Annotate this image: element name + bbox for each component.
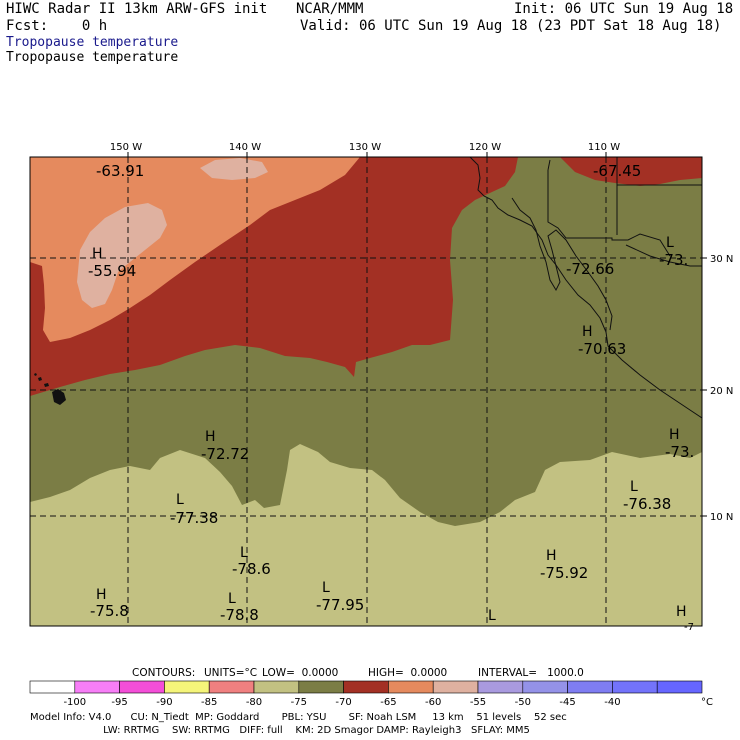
axis-labels: 150 W 140 W 130 W 120 W 110 W 30 N 20 N … — [110, 142, 733, 523]
extremum-value: -72.66 — [566, 260, 614, 278]
extremum-value: -70.63 — [578, 340, 626, 358]
extremum-type: L — [240, 545, 248, 561]
extremum-type: H — [96, 587, 107, 603]
colorbar-swatch — [119, 680, 165, 694]
region-pink — [77, 203, 167, 308]
extremum-value: -75.92 — [540, 564, 588, 582]
graticule — [30, 157, 702, 626]
interval-label: INTERVAL= 1000.0 — [478, 667, 584, 679]
colorbar-unit: °C — [701, 697, 713, 708]
extremum-value: -55.94 — [88, 262, 136, 280]
extremum-type: H — [205, 429, 216, 445]
units-label: UNITS=°C — [204, 667, 258, 679]
map-frame — [29, 156, 703, 627]
model-info-line1: Model Info: V4.0 CU: N_Tiedt MP: Goddard… — [30, 712, 567, 723]
extremum-value: -7 — [684, 622, 694, 633]
extremum-type: L — [488, 608, 496, 624]
colorbar-swatch — [522, 680, 568, 694]
state-borders-north — [547, 157, 702, 235]
colorbar-swatch — [253, 680, 300, 694]
colorbar-tick-label: -70 — [335, 697, 351, 708]
extremum-value: -77.38 — [170, 509, 218, 527]
valid-time: Valid: 06 UTC Sun 19 Aug 18 (23 PDT Sat … — [300, 18, 722, 34]
colorbar-tick-label: -60 — [425, 697, 441, 708]
colorbar-swatch — [567, 680, 613, 694]
region-red-northeast — [560, 157, 702, 186]
region-pink-north — [200, 158, 268, 180]
colorbar-swatch — [164, 680, 210, 694]
extremum-type: L — [176, 492, 184, 508]
colorbar-tick-label: -80 — [246, 697, 262, 708]
lat-label-10n: 10 N — [710, 512, 733, 523]
extremum-type: L — [630, 479, 638, 495]
extremum-value: -77.95 — [316, 596, 364, 614]
high-label: HIGH= 0.0000 — [368, 667, 448, 679]
extremum-type: H — [582, 324, 593, 340]
extremum-value: -78.8 — [220, 606, 259, 624]
contours-label: CONTOURS: — [132, 667, 196, 679]
extremum-type: H — [546, 548, 557, 564]
colorbar-tick-label: -40 — [604, 697, 620, 708]
colorbar-swatch — [432, 680, 479, 694]
extremum-type: L — [228, 591, 236, 607]
lon-label-150w: 150 W — [110, 142, 142, 153]
extremum-value: -73. — [665, 443, 694, 461]
lon-label-130w: 130 W — [349, 142, 381, 153]
forecast-hour: Fcst: 0 h — [6, 18, 108, 34]
filled-contours — [30, 157, 702, 626]
lat-label-20n: 20 N — [710, 386, 733, 397]
extrema-labels: -63.91 H -55.94 -67.45 L -73. -72.66 H -… — [88, 162, 694, 633]
colorbar-swatch — [208, 680, 255, 694]
colorbar-swatch — [343, 680, 389, 694]
colorbar-tick-label: -75 — [291, 697, 307, 708]
colorbar-tick-label: -90 — [156, 697, 172, 708]
extremum-type: L — [666, 235, 674, 251]
lon-ticks — [127, 152, 707, 517]
colorbar-tick-label: -85 — [201, 697, 217, 708]
colorbar-tick-label: -50 — [515, 697, 531, 708]
model-info-line2: LW: RRTMG SW: RRTMG DIFF: full KM: 2D Sm… — [30, 725, 530, 736]
lon-label-140w: 140 W — [229, 142, 261, 153]
colorbar-labels: -100 -95 -90 -85 -80 -75 -70 -65 -60 -55 -50 -45 -40… — [63, 697, 713, 708]
field-name-secondary: Tropopause temperature — [6, 50, 179, 65]
extremum-value: -75.8 — [90, 602, 129, 620]
colorbar-tick-label: -65 — [380, 697, 396, 708]
region-orange — [30, 157, 360, 342]
colorbar-tick-label: -100 — [63, 697, 86, 708]
map-title: HIWC Radar II 13km ARW-GFS init — [6, 1, 268, 17]
extremum-value: -63.91 — [96, 162, 144, 180]
colorbar-swatch — [298, 680, 344, 694]
lat-label-30n: 30 N — [710, 254, 733, 265]
colorbar-tick-label: -95 — [111, 697, 127, 708]
colorbar-tick-label: -45 — [559, 697, 575, 708]
organization-label: NCAR/MMM — [296, 1, 364, 17]
colorbar — [29, 680, 703, 694]
colorbar-swatch — [612, 680, 658, 694]
extremum-value: -78.6 — [232, 560, 271, 578]
extremum-value: -72.72 — [201, 445, 249, 463]
extremum-value: -67.45 — [593, 162, 641, 180]
init-time: Init: 06 UTC Sun 19 Aug 18 — [514, 1, 734, 17]
colorbar-tick-label: -55 — [470, 697, 486, 708]
extremum-type: H — [92, 246, 103, 262]
extremum-value: -76.38 — [623, 495, 671, 513]
colorbar-swatch — [74, 680, 120, 694]
gulf-coast-east — [625, 244, 702, 267]
field-name-primary: Tropopause temperature — [6, 35, 179, 50]
extremum-type: L — [322, 580, 330, 596]
colorbar-swatch — [477, 680, 524, 694]
extremum-type: H — [676, 604, 687, 620]
hawaii-islands — [34, 373, 66, 405]
colorbar-swatch — [29, 680, 76, 694]
lon-label-110w: 110 W — [588, 142, 620, 153]
state-borders — [547, 170, 671, 257]
colorbar-swatch — [656, 680, 703, 694]
extremum-value: -73. — [659, 251, 688, 269]
colorbar-swatch — [388, 680, 434, 694]
lon-label-120w: 120 W — [469, 142, 501, 153]
extremum-type: H — [669, 427, 680, 443]
low-label: LOW= 0.0000 — [262, 667, 339, 679]
